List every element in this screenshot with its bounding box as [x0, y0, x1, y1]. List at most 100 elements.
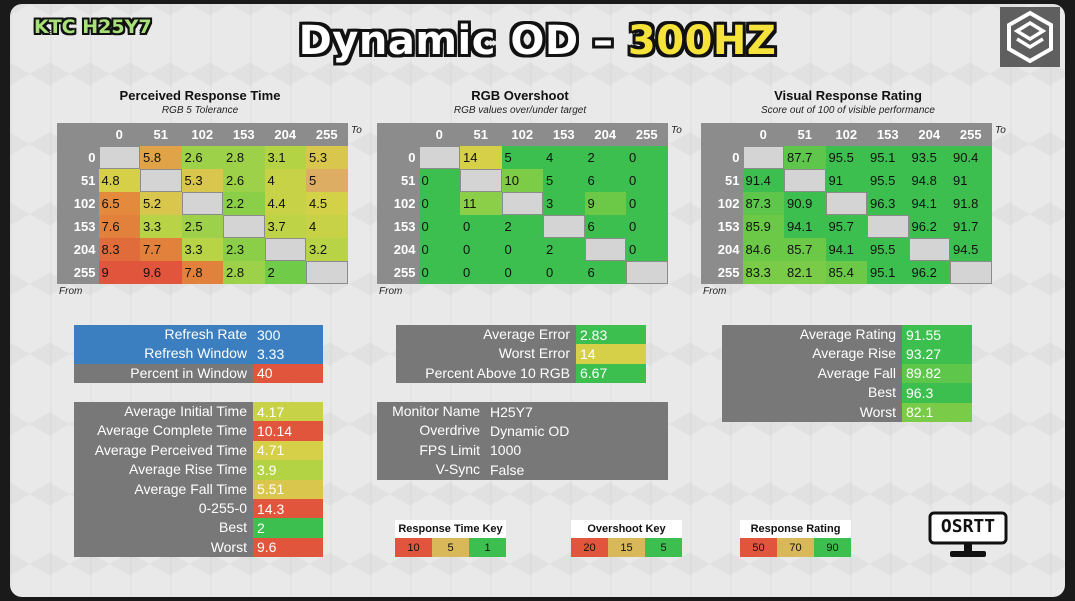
grid-cell: 84.6 — [742, 238, 784, 261]
stat-value: Dynamic OD — [486, 421, 668, 441]
grid-cell: 2.2 — [223, 192, 265, 215]
row-header: 204 — [717, 242, 740, 257]
grid-cell: 91.8 — [950, 192, 992, 215]
grid-cell: 2 — [584, 146, 626, 169]
stat-value: 40 — [253, 363, 323, 384]
stat-row: Best 96.3 — [722, 383, 972, 403]
grid-cell: 4.5 — [306, 192, 348, 215]
stat-label: Average Rise — [722, 344, 902, 364]
grid-cell: 6 — [584, 169, 626, 192]
stat-value: 4.71 — [253, 440, 323, 461]
row-header: 51 — [401, 173, 416, 188]
stat-row: Average Initial Time 4.17 — [74, 402, 323, 422]
grid-cell: 94.8 — [908, 169, 950, 192]
grid-cell: 0 — [626, 169, 668, 192]
grid-cell: 96.2 — [908, 261, 950, 284]
grid-cell: 90.4 — [950, 146, 992, 169]
column-header: 51 — [153, 127, 168, 142]
stat-value: 14.3 — [253, 498, 323, 519]
key-title: Overshoot Key — [571, 520, 682, 538]
to-axis-label: To — [351, 125, 362, 136]
grid-cell: 3.3 — [140, 215, 182, 238]
column-header: 51 — [473, 127, 488, 142]
empty-cell — [867, 215, 909, 238]
key-swatch-row: 20 15 5 — [571, 538, 682, 557]
stat-row: Refresh Rate 300 — [74, 325, 323, 345]
perceived-response-grid: 0 51 102 153 204 255 0 5.8 2.6 2.8 3.1 5.3 51 4.8 5.3 2… — [57, 123, 348, 284]
row-header: 0 — [732, 150, 740, 165]
grid-cell: 2.6 — [223, 169, 265, 192]
grid-cell: 9 — [584, 192, 626, 215]
key-swatch: 70 — [777, 538, 814, 557]
stat-row: Average Fall 89.82 — [722, 363, 972, 384]
row-header: 51 — [81, 173, 96, 188]
stat-row: Worst 82.1 — [722, 402, 972, 422]
row-header: 51 — [725, 173, 740, 188]
stat-label: Worst — [722, 402, 902, 422]
column-header: 204 — [274, 127, 297, 142]
row-header: 153 — [73, 219, 96, 234]
rgb-overshoot-grid: 0 51 102 153 204 255 0 14 5 4 2 0 51 0 10 5 6 0 102 0 11 3 9 0 1… — [377, 123, 668, 284]
grid-cell: 85.7 — [784, 238, 826, 261]
grid-cell: 3.2 — [306, 238, 348, 261]
perceived-title: Perceived Response Time — [119, 88, 281, 103]
from-axis-label: From — [703, 286, 727, 297]
grid-cell: 2 — [501, 215, 543, 238]
grid-cell: 3 — [543, 192, 585, 215]
grid-cell: 95.5 — [867, 169, 909, 192]
stat-label: Percent Above 10 RGB — [396, 363, 576, 384]
osrtt-logo-icon — [1000, 7, 1060, 67]
grid-cell: 83.3 — [742, 261, 784, 284]
visual-response-grid: 0 51 102 153 204 255 0 87.7 95.5 95.1 93.5 90.4 51 91… — [701, 123, 992, 284]
row-header: 153 — [393, 219, 416, 234]
grid-cell: 2 — [543, 238, 585, 261]
row-header: 204 — [73, 242, 96, 257]
row-header: 102 — [717, 196, 740, 211]
grid-cell: 8.3 — [98, 238, 140, 261]
stat-label: Average Initial Time — [74, 402, 253, 422]
stat-value: 4.17 — [253, 402, 323, 422]
grid-cell: 2.5 — [181, 215, 223, 238]
grid-cell: 2.3 — [223, 238, 265, 261]
stat-label: Average Fall — [722, 363, 902, 384]
grid-cell: 0 — [418, 238, 460, 261]
grid-cell: 82.1 — [784, 261, 826, 284]
grid-corner — [57, 123, 99, 146]
grid-cell: 10 — [501, 169, 543, 192]
stat-value: 300 — [253, 325, 323, 345]
empty-cell — [584, 238, 626, 261]
perceived-subtitle: RGB 5 Tolerance — [161, 105, 239, 116]
empty-cell — [626, 261, 668, 284]
grid-cell: 87.3 — [742, 192, 784, 215]
stat-row: Average Rise 93.27 — [722, 344, 972, 364]
empty-cell — [501, 192, 543, 215]
grid-cell: 3.1 — [264, 146, 306, 169]
grid-cell: 5 — [306, 169, 348, 192]
column-header: 102 — [511, 127, 534, 142]
row-header: 153 — [717, 219, 740, 234]
grid-cell: 0 — [460, 261, 502, 284]
overshoot-title: RGB Overshoot — [471, 88, 569, 103]
stat-row: V-Sync False — [377, 460, 668, 480]
stat-label: 0-255-0 — [74, 498, 253, 519]
row-header: 0 — [408, 150, 416, 165]
grid-cell: 0 — [418, 169, 460, 192]
grid-cell: 4.4 — [264, 192, 306, 215]
empty-cell — [908, 238, 950, 261]
grid-cell: 2.8 — [223, 146, 265, 169]
page-title: Dynamic OD – 300HZ — [10, 18, 1065, 64]
stat-row: Best 2 — [74, 518, 323, 538]
empty-cell — [264, 238, 306, 261]
grid-cell: 95.1 — [867, 261, 909, 284]
key-title: Response Rating Key — [740, 520, 851, 553]
grid-cell: 94.1 — [908, 192, 950, 215]
stat-label: Average Rise Time — [74, 460, 253, 480]
stat-value: 1000 — [486, 440, 668, 461]
from-axis-label: From — [379, 286, 403, 297]
grid-cell: 7.7 — [140, 238, 182, 261]
column-header: 0 — [435, 127, 443, 142]
stat-row: Average Rise Time 3.9 — [74, 460, 323, 480]
stat-value: 89.82 — [902, 363, 972, 384]
grid-cell: 6.5 — [98, 192, 140, 215]
stat-value: 93.27 — [902, 344, 972, 364]
